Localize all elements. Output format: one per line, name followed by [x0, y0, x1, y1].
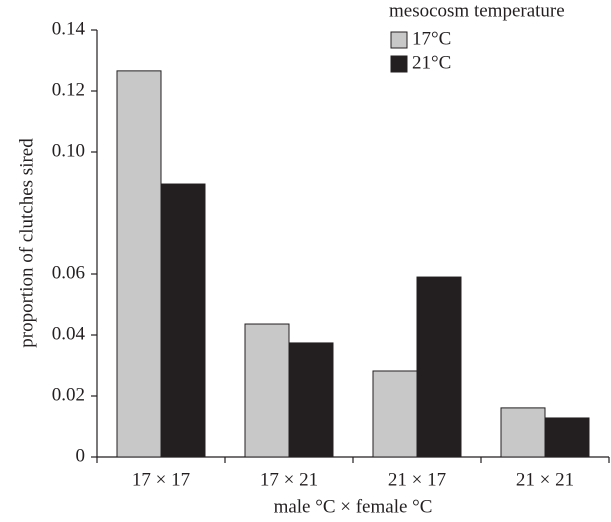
bar	[116, 70, 162, 458]
y-tick-label: 0.12	[52, 79, 85, 100]
legend-swatch	[390, 31, 408, 49]
bar	[372, 370, 418, 458]
bar	[288, 342, 334, 458]
bar	[416, 276, 462, 458]
bar	[160, 183, 206, 458]
y-tick-label: 0.04	[52, 323, 86, 344]
legend-label: 21°C	[412, 52, 451, 73]
x-tick-label: 21 × 17	[388, 469, 446, 490]
bar	[544, 417, 590, 458]
bar	[500, 407, 546, 458]
y-tick-label: 0.02	[52, 384, 85, 405]
y-tick-label: 0	[76, 445, 86, 466]
legend-swatch	[390, 55, 408, 73]
x-tick-label: 21 × 21	[516, 469, 574, 490]
bar	[244, 323, 290, 458]
y-axis-label: proportion of clutches sired	[16, 138, 37, 348]
legend-title: mesocosm temperature	[389, 0, 565, 21]
x-axis-label: male °C × female °C	[274, 496, 433, 517]
x-tick-label: 17 × 17	[132, 469, 190, 490]
y-tick-label: 0.06	[52, 262, 85, 283]
y-tick-label: 0.10	[52, 140, 85, 161]
legend-label: 17°C	[412, 28, 451, 49]
y-tick-label: 0.14	[52, 18, 86, 39]
x-tick-label: 17 × 21	[260, 469, 318, 490]
